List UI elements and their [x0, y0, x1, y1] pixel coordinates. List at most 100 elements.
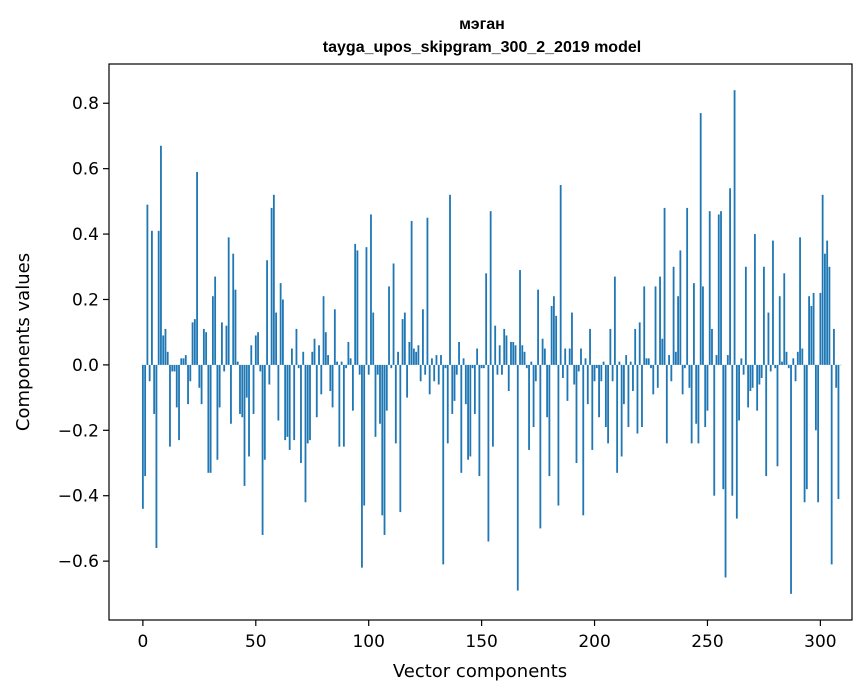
bar	[354, 243, 357, 365]
bar	[591, 364, 594, 450]
x-axis-label: Vector components	[393, 661, 567, 682]
bar	[812, 292, 815, 365]
bar	[394, 364, 397, 444]
bar	[209, 364, 212, 473]
x-tick-label: 150	[465, 632, 497, 652]
bar	[424, 364, 427, 375]
bar	[275, 312, 278, 365]
bar	[318, 345, 320, 365]
bar	[516, 364, 519, 591]
bar	[543, 348, 546, 365]
bar	[277, 364, 280, 421]
bar	[370, 214, 372, 365]
bar	[223, 364, 226, 372]
bar	[776, 364, 779, 467]
bar	[376, 364, 379, 375]
bar	[537, 289, 539, 365]
bar	[200, 364, 203, 405]
bar	[202, 328, 205, 365]
bar	[304, 364, 307, 503]
bar	[720, 211, 722, 365]
bar	[496, 364, 499, 375]
y-tick-label: 0.4	[72, 225, 99, 245]
bar	[157, 230, 160, 365]
bar	[785, 351, 788, 365]
bar	[482, 364, 485, 369]
bar	[155, 364, 158, 549]
bar	[810, 306, 813, 365]
bar	[557, 364, 560, 506]
bar	[801, 348, 804, 365]
bar	[778, 296, 781, 365]
bar	[828, 266, 831, 365]
bar	[494, 325, 497, 365]
bar	[503, 328, 506, 365]
bar	[363, 364, 366, 506]
bar	[403, 312, 406, 365]
bar	[550, 306, 553, 365]
bar	[476, 348, 479, 365]
bar	[302, 351, 305, 365]
bar	[623, 364, 625, 405]
bar	[632, 364, 634, 392]
bar	[449, 194, 451, 365]
bar	[270, 207, 273, 365]
bar	[266, 260, 268, 365]
bar	[699, 113, 702, 365]
bar	[677, 296, 680, 365]
bar	[313, 338, 316, 365]
bar	[783, 273, 786, 365]
bar	[792, 358, 795, 365]
bar	[372, 312, 375, 365]
x-tick-label: 50	[245, 632, 267, 652]
bar	[257, 332, 259, 365]
bar	[148, 364, 151, 382]
bar	[514, 345, 517, 365]
bar	[193, 319, 196, 365]
bar	[492, 364, 494, 447]
bar	[566, 364, 569, 401]
bar	[539, 364, 542, 529]
chart-subtitle: tayga_upos_skipgram_300_2_2019 model	[323, 39, 641, 56]
bar	[178, 364, 180, 441]
bar	[837, 364, 840, 499]
bar	[239, 364, 241, 414]
bar	[744, 266, 747, 365]
bar	[760, 364, 763, 378]
bar	[207, 364, 210, 473]
bar	[367, 364, 370, 375]
bar	[365, 247, 368, 365]
plot-frame	[108, 63, 853, 621]
bar	[683, 364, 686, 369]
bar	[464, 364, 467, 405]
bar	[690, 364, 693, 444]
bar	[356, 250, 359, 365]
bar	[650, 364, 652, 369]
bar	[187, 364, 189, 405]
bar	[620, 364, 623, 457]
bar	[715, 355, 718, 365]
bar	[408, 342, 411, 365]
bar	[173, 364, 176, 372]
bar	[205, 332, 208, 365]
bar	[717, 214, 720, 365]
bar	[272, 194, 275, 365]
bar	[338, 364, 341, 447]
bar	[577, 364, 580, 372]
bar	[227, 237, 230, 365]
bar	[462, 358, 465, 365]
bar	[498, 345, 501, 365]
bar	[530, 361, 533, 365]
bar	[333, 309, 336, 365]
bar	[184, 355, 187, 365]
bar	[790, 364, 792, 594]
y-tick-label: −0.4	[58, 487, 99, 507]
bar	[534, 364, 537, 382]
bar	[580, 348, 582, 365]
bar	[288, 364, 291, 450]
bar	[686, 207, 689, 365]
bar	[385, 364, 388, 411]
bar	[467, 364, 469, 460]
x-tick-label: 200	[578, 632, 610, 652]
bar	[327, 355, 329, 365]
